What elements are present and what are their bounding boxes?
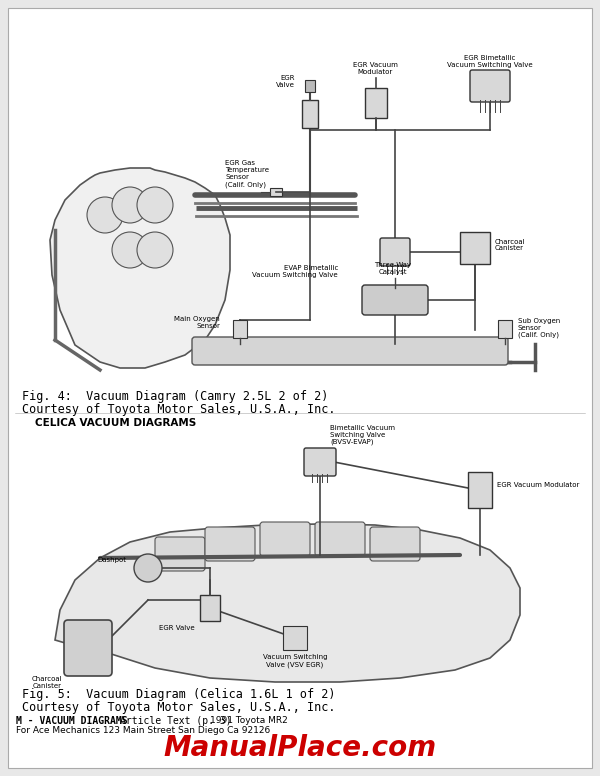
Text: Sub Oxygen
Sensor
(Calif. Only): Sub Oxygen Sensor (Calif. Only) <box>518 318 560 338</box>
FancyBboxPatch shape <box>205 527 255 561</box>
Bar <box>200 595 220 621</box>
Bar <box>305 80 315 92</box>
Bar <box>270 188 282 196</box>
Bar <box>283 626 307 650</box>
FancyBboxPatch shape <box>470 70 510 102</box>
Text: ManualPlace.com: ManualPlace.com <box>163 734 437 762</box>
Polygon shape <box>50 168 230 368</box>
Text: Bimetallic Vacuum
Switching Valve
(BVSV-EVAP): Bimetallic Vacuum Switching Valve (BVSV-… <box>330 424 395 445</box>
Text: Fig. 4:  Vacuum Diagram (Camry 2.5L 2 of 2): Fig. 4: Vacuum Diagram (Camry 2.5L 2 of … <box>22 390 328 403</box>
FancyBboxPatch shape <box>155 537 205 571</box>
Circle shape <box>134 554 162 582</box>
Text: Courtesy of Toyota Motor Sales, U.S.A., Inc.: Courtesy of Toyota Motor Sales, U.S.A., … <box>22 701 335 714</box>
Text: Charcoal
Canister: Charcoal Canister <box>495 238 526 251</box>
Bar <box>365 88 387 118</box>
Polygon shape <box>55 524 520 682</box>
FancyBboxPatch shape <box>64 620 112 676</box>
Text: For Ace Mechanics 123 Main Street San Diego Ca 92126: For Ace Mechanics 123 Main Street San Di… <box>16 726 270 735</box>
Text: EGR Gas
Temperature
Sensor
(Calif. Only): EGR Gas Temperature Sensor (Calif. Only) <box>225 160 269 188</box>
Bar <box>498 320 512 338</box>
FancyBboxPatch shape <box>304 448 336 476</box>
Text: Article Text (p. 3): Article Text (p. 3) <box>120 716 232 726</box>
Text: EGR Valve: EGR Valve <box>160 625 195 631</box>
Text: Vacuum Switching
Valve (VSV EGR): Vacuum Switching Valve (VSV EGR) <box>263 654 327 667</box>
Bar <box>233 320 247 338</box>
Text: Charcoal
Canister: Charcoal Canister <box>31 676 62 689</box>
FancyBboxPatch shape <box>380 238 410 266</box>
Text: 1991 Toyota MR2: 1991 Toyota MR2 <box>210 716 288 725</box>
Text: Three-Way
Catalyst: Three-Way Catalyst <box>374 262 412 275</box>
Bar <box>302 100 318 128</box>
Text: EGR Vacuum
Modulator: EGR Vacuum Modulator <box>353 62 397 75</box>
FancyBboxPatch shape <box>192 337 508 365</box>
Circle shape <box>87 197 123 233</box>
FancyBboxPatch shape <box>260 522 310 556</box>
FancyBboxPatch shape <box>362 285 428 315</box>
Text: Main Oxygen
Sensor: Main Oxygen Sensor <box>174 316 220 329</box>
Text: Dashpot: Dashpot <box>97 557 126 563</box>
Text: EGR
Valve: EGR Valve <box>276 75 295 88</box>
Text: EGR Bimetallic
Vacuum Switching Valve: EGR Bimetallic Vacuum Switching Valve <box>447 55 533 68</box>
Bar <box>460 232 490 264</box>
Text: Courtesy of Toyota Motor Sales, U.S.A., Inc.: Courtesy of Toyota Motor Sales, U.S.A., … <box>22 403 335 416</box>
Text: M - VACUUM DIAGRAMS: M - VACUUM DIAGRAMS <box>16 716 128 726</box>
Text: EVAP Bimetallic
Vacuum Switching Valve: EVAP Bimetallic Vacuum Switching Valve <box>253 265 338 278</box>
FancyBboxPatch shape <box>315 522 365 556</box>
Circle shape <box>112 187 148 223</box>
Text: EGR Vacuum Modulator: EGR Vacuum Modulator <box>497 482 580 488</box>
FancyBboxPatch shape <box>370 527 420 561</box>
Circle shape <box>137 187 173 223</box>
Circle shape <box>112 232 148 268</box>
Circle shape <box>137 232 173 268</box>
Text: Fig. 5:  Vacuum Diagram (Celica 1.6L 1 of 2): Fig. 5: Vacuum Diagram (Celica 1.6L 1 of… <box>22 688 335 701</box>
Text: CELICA VACUUM DIAGRAMS: CELICA VACUUM DIAGRAMS <box>35 418 196 428</box>
Bar <box>468 472 492 508</box>
